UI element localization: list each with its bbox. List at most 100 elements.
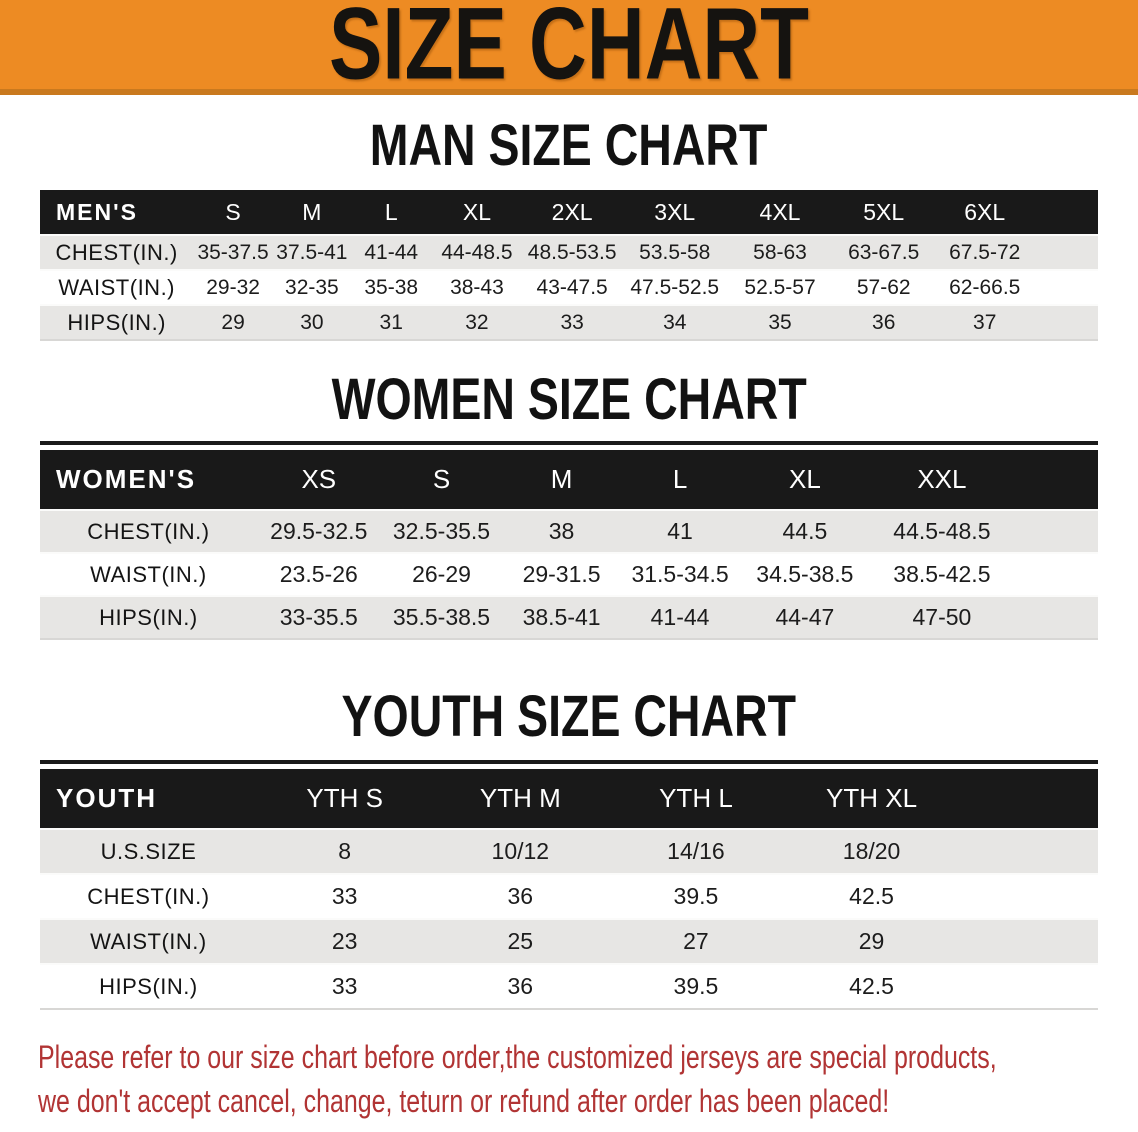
table-row: U.S.SIZE 8 10/12 14/16 18/20 (40, 829, 1098, 874)
value-cell: 8 (338, 838, 352, 864)
women-size-table: WOMEN'S XS S M L XL XXL CHEST(IN.) 29.5-… (40, 450, 1098, 640)
value-cell: 35 (768, 310, 792, 334)
women-section-heading-text: WOMEN SIZE CHART (331, 365, 807, 432)
column-header: YTH XL (826, 783, 918, 813)
value-cell: 67.5-72 (949, 240, 1021, 264)
column-header: 6XL (964, 198, 1006, 225)
value-cell: 37 (973, 310, 997, 334)
table-row: HIPS(IN.) 33 36 39.5 42.5 (40, 964, 1098, 1009)
column-header: M (302, 198, 322, 225)
header-filler (959, 769, 1098, 829)
men-header-row: MEN'S S M L XL 2XL 3XL 4XL 5XL 6XL (40, 190, 1098, 235)
value-cell: 41 (667, 518, 693, 544)
youth-size-table-wrap: YOUTH YTH S YTH M YTH L YTH XL U.S.SIZE … (40, 760, 1098, 1010)
filler-cell (1013, 596, 1098, 639)
value-cell: 27 (683, 928, 709, 954)
value-cell: 35.5-38.5 (392, 604, 491, 630)
value-cell: 34.5-38.5 (756, 561, 854, 587)
column-header: YTH L (659, 783, 733, 813)
column-header: 5XL (863, 198, 905, 225)
disclaimer: Please refer to our size chart before or… (38, 1035, 1138, 1123)
value-cell: 47.5-52.5 (630, 275, 720, 299)
value-cell: 62-66.5 (949, 275, 1021, 299)
row-label: WAIST(IN.) (90, 928, 207, 954)
men-corner-label: MEN'S (56, 198, 138, 225)
value-cell: 31 (379, 310, 403, 334)
column-header: L (384, 198, 398, 225)
youth-size-table: YOUTH YTH S YTH M YTH L YTH XL U.S.SIZE … (40, 769, 1098, 1010)
column-header: YTH S (306, 783, 383, 813)
value-cell: 44.5-48.5 (893, 518, 991, 544)
row-label: HIPS(IN.) (99, 604, 198, 630)
value-cell: 29-32 (206, 275, 260, 299)
value-cell: 34 (663, 310, 687, 334)
column-header: L (672, 464, 688, 494)
youth-section-heading: YOUTH SIZE CHART (0, 682, 1138, 749)
column-header: S (432, 464, 451, 494)
value-cell: 44-47 (775, 604, 835, 630)
value-cell: 38.5-41 (522, 604, 601, 630)
youth-section-heading-text: YOUTH SIZE CHART (341, 682, 797, 749)
column-header: 2XL (551, 198, 593, 225)
value-cell: 44-48.5 (441, 240, 513, 264)
men-size-table: MEN'S S M L XL 2XL 3XL 4XL 5XL 6XL CHEST… (40, 190, 1098, 341)
value-cell: 18/20 (842, 838, 901, 864)
value-cell: 33 (331, 973, 358, 999)
women-section-heading: WOMEN SIZE CHART (0, 365, 1138, 432)
value-cell: 36 (507, 973, 534, 999)
table-row: WAIST(IN.) 23.5-26 26-29 29-31.5 31.5-34… (40, 553, 1098, 596)
column-header: XL (788, 464, 821, 494)
women-corner-label: WOMEN'S (56, 464, 197, 494)
table-row: HIPS(IN.) 33-35.5 35.5-38.5 38.5-41 41-4… (40, 596, 1098, 639)
value-cell: 58-63 (753, 240, 807, 264)
youth-header-row: YOUTH YTH S YTH M YTH L YTH XL (40, 769, 1098, 829)
filler-cell (959, 964, 1098, 1009)
value-cell: 63-67.5 (848, 240, 920, 264)
value-cell: 53.5-58 (639, 240, 711, 264)
column-header: S (225, 198, 241, 225)
row-label: WAIST(IN.) (58, 274, 176, 300)
value-cell: 38.5-42.5 (893, 561, 991, 587)
table-row: WAIST(IN.) 23 25 27 29 (40, 919, 1098, 964)
filler-cell (1034, 305, 1098, 340)
value-cell: 26-29 (412, 561, 471, 587)
table-top-rule (40, 760, 1098, 764)
value-cell: 37.5-41 (276, 240, 348, 264)
men-size-table-wrap: MEN'S S M L XL 2XL 3XL 4XL 5XL 6XL CHEST… (40, 190, 1098, 341)
value-cell: 41-44 (364, 240, 419, 264)
value-cell: 30 (300, 310, 324, 334)
row-label: CHEST(IN.) (87, 883, 210, 909)
filler-cell (959, 919, 1098, 964)
value-cell: 47-50 (912, 604, 972, 630)
value-cell: 14/16 (667, 838, 725, 864)
filler-cell (1013, 553, 1098, 596)
column-header: 4XL (759, 198, 801, 225)
value-cell: 32-35 (285, 275, 339, 299)
value-cell: 42.5 (849, 883, 894, 909)
value-cell: 39.5 (673, 973, 719, 999)
table-row: WAIST(IN.) 29-32 32-35 35-38 38-43 43-47… (40, 270, 1098, 305)
value-cell: 42.5 (849, 973, 894, 999)
header-filler (1013, 450, 1098, 510)
row-label: U.S.SIZE (100, 838, 197, 864)
column-header: XS (301, 464, 337, 494)
value-cell: 38 (548, 518, 575, 544)
value-cell: 23 (331, 928, 358, 954)
value-cell: 48.5-53.5 (527, 240, 617, 264)
value-cell: 57-62 (856, 275, 911, 299)
table-row: CHEST(IN.) 33 36 39.5 42.5 (40, 874, 1098, 919)
row-label: HIPS(IN.) (67, 309, 167, 335)
value-cell: 41-44 (650, 604, 710, 630)
value-cell: 23.5-26 (279, 561, 358, 587)
value-cell: 35-37.5 (197, 240, 269, 264)
filler-cell (1013, 510, 1098, 553)
header-filler (1034, 190, 1098, 235)
column-header: XL (462, 198, 491, 225)
table-row: CHEST(IN.) 35-37.5 37.5-41 41-44 44-48.5… (40, 235, 1098, 270)
table-row: CHEST(IN.) 29.5-32.5 32.5-35.5 38 41 44.… (40, 510, 1098, 553)
youth-corner-label: YOUTH (56, 783, 157, 813)
value-cell: 29-31.5 (522, 561, 601, 587)
value-cell: 25 (507, 928, 534, 954)
disclaimer-line-2: we don't accept cancel, change, teturn o… (38, 1083, 890, 1119)
value-cell: 36 (872, 310, 896, 334)
